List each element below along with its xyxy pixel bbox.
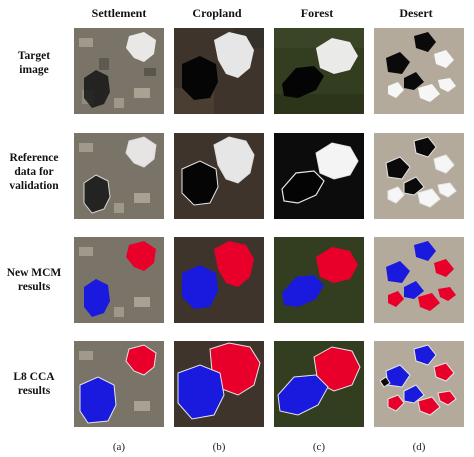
- tile-desert-reference: [374, 133, 464, 219]
- tile-forest-target: [274, 28, 364, 114]
- row-label-line: L8 CCA: [13, 371, 55, 383]
- tile-settlement-cca: [74, 341, 164, 427]
- column-header-cropland: Cropland: [192, 6, 242, 20]
- caption-d: (d): [412, 441, 426, 453]
- tile-cropland-target: [174, 28, 264, 114]
- caption-a: (a): [112, 441, 126, 453]
- caption-c: (c): [312, 441, 326, 453]
- column-header-forest: Forest: [300, 6, 334, 20]
- tile-settlement-mcm: [74, 237, 164, 323]
- row-label-target: Target image: [0, 49, 68, 77]
- tile-forest-mcm: [274, 237, 364, 323]
- tile-settlement-reference: [74, 133, 164, 219]
- row-label-line: results: [17, 281, 51, 293]
- column-header-settlement: Settlement: [91, 6, 147, 20]
- row-label-new-mcm: New MCM results: [0, 266, 68, 294]
- tile-cropland-reference: [174, 133, 264, 219]
- row-label-line: data for: [14, 166, 54, 178]
- tile-forest-cca: [274, 341, 364, 427]
- column-header-desert: Desert: [399, 6, 433, 20]
- row-label-reference: Reference data for validation: [0, 151, 68, 193]
- tile-cropland-cca: [174, 341, 264, 427]
- tile-desert-cca: [374, 341, 464, 427]
- row-label-line: Target: [17, 50, 51, 62]
- row-label-line: New MCM: [6, 267, 62, 279]
- row-label-line: Reference: [9, 152, 59, 164]
- row-label-line: results: [17, 385, 51, 397]
- row-label-l8-cca: L8 CCA results: [0, 370, 68, 398]
- tile-desert-mcm: [374, 237, 464, 323]
- row-label-line: image: [19, 64, 49, 76]
- row-label-line: validation: [9, 180, 59, 192]
- tile-desert-target: [374, 28, 464, 114]
- caption-b: (b): [212, 441, 226, 453]
- tile-cropland-mcm: [174, 237, 264, 323]
- tile-forest-reference: [274, 133, 364, 219]
- tile-settlement-target: [74, 28, 164, 114]
